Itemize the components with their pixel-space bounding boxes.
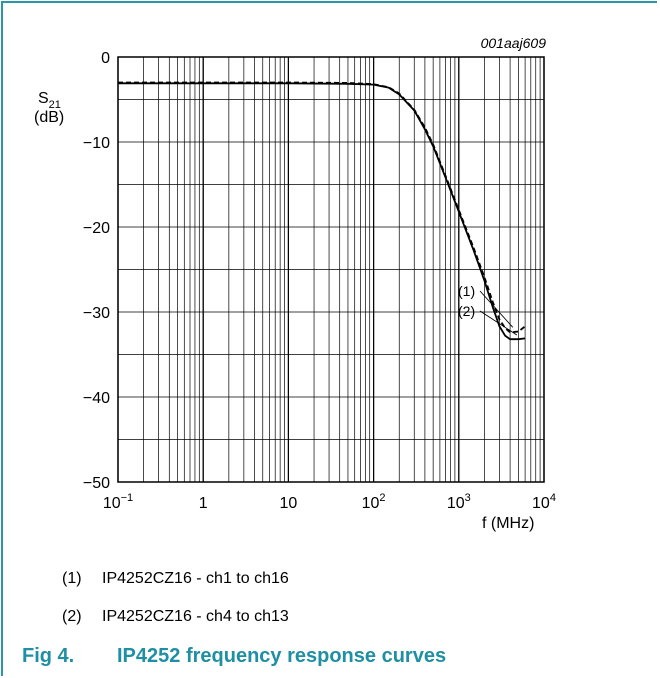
legend-marker-1: (1) (62, 570, 82, 587)
legend-marker-2: (2) (62, 608, 82, 625)
annotation-leader-2 (479, 310, 518, 336)
annotation-1: (1) (458, 283, 475, 299)
y-tick-label: −20 (83, 220, 110, 237)
y-tick-label: 0 (101, 50, 110, 67)
curve-annotations: (1)(2) (458, 283, 518, 336)
legend-text-1: IP4252CZ16 - ch1 to ch16 (102, 570, 289, 587)
annotation-leader-1 (479, 290, 514, 328)
series-line-1 (118, 82, 526, 341)
legend-item-1: (1) IP4252CZ16 - ch1 to ch16 (62, 570, 289, 588)
y-tick-label: −30 (83, 305, 110, 322)
x-tick-label: 103 (447, 492, 471, 512)
x-axis-label: f (MHz) (482, 515, 534, 532)
x-tick-label: 10 (280, 495, 298, 512)
curves (118, 81, 526, 341)
figure-title: IP4252 frequency response curves (117, 645, 447, 667)
figure-caption: Fig 4. IP4252 frequency response curves (22, 645, 446, 668)
y-axis-label: S21 (38, 90, 61, 111)
annotation-2: (2) (458, 303, 475, 319)
y-tick-label: −50 (83, 475, 110, 492)
y-axis-label-sub: 21 (49, 99, 61, 111)
x-tick-label: 102 (362, 492, 386, 512)
y-tick-label: −40 (83, 390, 110, 407)
x-tick-label: 10−1 (103, 492, 133, 512)
y-axis-unit: (dB) (34, 109, 64, 126)
legend-item-2: (2) IP4252CZ16 - ch4 to ch13 (62, 608, 289, 626)
legend-text-2: IP4252CZ16 - ch4 to ch13 (102, 608, 289, 625)
x-tick-label: 1 (199, 495, 208, 512)
x-tick-label: 104 (532, 492, 556, 512)
plot-frame (117, 56, 545, 483)
y-tick-label: −10 (83, 135, 110, 152)
y-axis-label-main: S (38, 90, 49, 107)
figure-number: Fig 4. (22, 645, 75, 667)
figure-id-label: 001aaj609 (481, 35, 547, 51)
